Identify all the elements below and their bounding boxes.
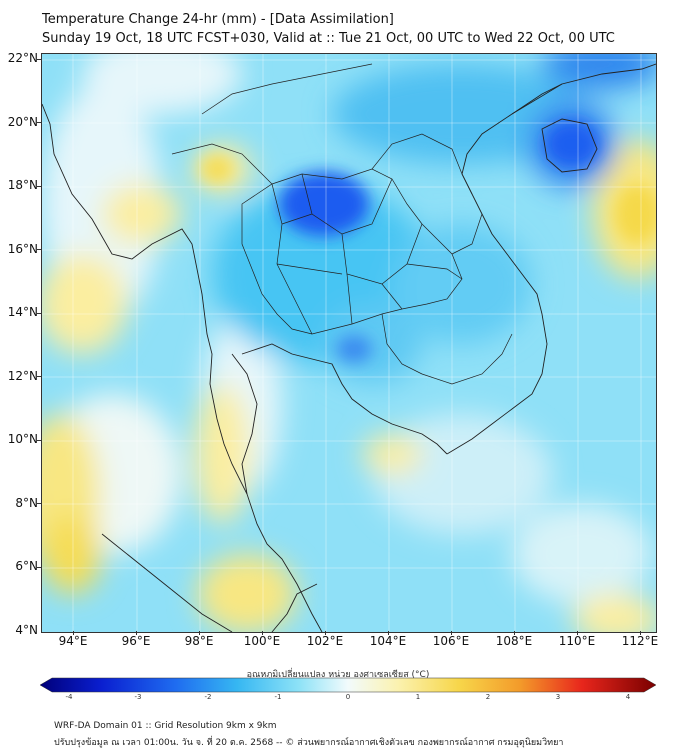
lon-label: 104°E: [369, 634, 407, 648]
pale-area-north: [82, 54, 242, 114]
colorbar-tick: 2: [485, 693, 491, 701]
warmer-area-sw: [42, 514, 102, 594]
cool-core-cambodia: [336, 335, 372, 363]
warm-area-w2: [102, 184, 182, 244]
lat-tick-mark: [37, 313, 41, 314]
warm-core-east: [615, 184, 656, 244]
coastline-gulf-north: [241, 343, 448, 455]
border-laos-north: [371, 133, 473, 195]
lat-label: 20°N: [7, 115, 38, 129]
lat-tick-mark: [37, 567, 41, 568]
coastline-sumatra: [101, 533, 233, 632]
admin-borders: [171, 63, 513, 385]
lon-label: 98°E: [184, 634, 214, 648]
border-laos-vietnam: [451, 213, 483, 255]
border-thailand-outline: [241, 168, 463, 335]
lat-label: 18°N: [7, 178, 38, 192]
cool-area-laos: [392, 224, 532, 344]
coastline-andaman: [42, 103, 323, 632]
map-canvas: [42, 54, 656, 632]
warm-area-south: [197, 554, 297, 632]
warm-area-w1: [42, 254, 127, 354]
lat-tick-mark: [37, 376, 41, 377]
colorbar-tick: 1: [415, 693, 421, 701]
coastlines: [42, 63, 656, 632]
lon-label: 106°E: [432, 634, 470, 648]
lon-label: 96°E: [121, 634, 151, 648]
colorbar-tick: -3: [134, 693, 142, 701]
temperature-field: [42, 54, 656, 632]
colorbar-tick: -2: [204, 693, 212, 701]
footer-model-info: WRF-DA Domain 01 :: Grid Resolution 9km …: [54, 721, 277, 731]
lon-tick-mark: [640, 631, 641, 635]
lat-label: 4°N: [15, 623, 38, 637]
temperature-cores: [201, 120, 656, 363]
lon-tick-mark: [136, 631, 137, 635]
cool-core-hainan: [544, 120, 600, 168]
lat-label: 14°N: [7, 305, 38, 319]
cool-area-ne: [542, 54, 656, 89]
lon-tick-mark: [577, 631, 578, 635]
warm-area-se: [572, 594, 656, 632]
lat-tick-mark: [37, 440, 41, 441]
lat-tick-mark: [37, 249, 41, 250]
lon-label: 110°E: [558, 634, 596, 648]
lat-label: 6°N: [15, 559, 38, 573]
lon-tick-mark: [325, 631, 326, 635]
pale-area-gulf: [372, 414, 552, 534]
border-myanmar-laos: [171, 143, 273, 185]
border-province-4: [276, 213, 463, 325]
cool-area-cambodia: [322, 304, 422, 384]
cool-core-north-thailand: [279, 172, 369, 236]
border-china: [201, 63, 373, 115]
lat-label: 22°N: [7, 51, 38, 65]
colorbar-tick: 3: [555, 693, 561, 701]
lat-label: 12°N: [7, 369, 38, 383]
coastline-hainan: [541, 118, 598, 173]
colorbar-tick: 0: [345, 693, 351, 701]
colorbar: [40, 677, 656, 693]
warm-core-north: [201, 155, 233, 183]
lon-tick-mark: [199, 631, 200, 635]
coastline-malaysia: [271, 583, 318, 632]
colorbar-tick: -1: [274, 693, 282, 701]
colorbar-tick: 4: [625, 693, 631, 701]
lat-label: 8°N: [15, 496, 38, 510]
lon-label: 94°E: [58, 634, 88, 648]
border-cambodia: [421, 333, 513, 385]
coastline-vietnam: [446, 83, 563, 455]
colorbar-gradient: [40, 677, 656, 693]
lat-tick-mark: [37, 503, 41, 504]
lat-tick-mark: [37, 186, 41, 187]
lon-label: 102°E: [306, 634, 344, 648]
lat-label: 10°N: [7, 432, 38, 446]
lon-tick-mark: [451, 631, 452, 635]
warm-area-gulf: [362, 434, 422, 474]
temperature-map: [41, 53, 657, 633]
colorbar-label: อุณหภูมิเปลี่ยนแปลง หน่วย องศาเซลเซียส (…: [246, 670, 430, 680]
coastline-china: [511, 63, 656, 115]
footer-credit: ปรับปรุงข้อมูล ณ เวลา 01:00น. วัน จ. ที่…: [54, 738, 564, 748]
lon-label: 100°E: [243, 634, 281, 648]
lon-tick-mark: [262, 631, 263, 635]
lon-label: 108°E: [495, 634, 533, 648]
cool-area-north: [332, 64, 592, 164]
lat-tick-mark: [37, 59, 41, 60]
border-province-5: [381, 313, 423, 375]
lon-tick-mark: [388, 631, 389, 635]
lon-tick-mark: [73, 631, 74, 635]
lon-label: 112°E: [621, 634, 659, 648]
lat-label: 16°N: [7, 242, 38, 256]
pale-area-se: [512, 504, 652, 604]
map-title: Temperature Change 24-hr (mm) - [Data As…: [42, 12, 394, 27]
lon-tick-mark: [514, 631, 515, 635]
warm-area-peninsula: [194, 384, 250, 524]
colorbar-tick: -4: [65, 693, 73, 701]
coastline-peninsula-east: [231, 353, 258, 495]
lat-tick-mark: [37, 122, 41, 123]
map-subtitle: Sunday 19 Oct, 18 UTC FCST+030, Valid at…: [42, 31, 615, 46]
